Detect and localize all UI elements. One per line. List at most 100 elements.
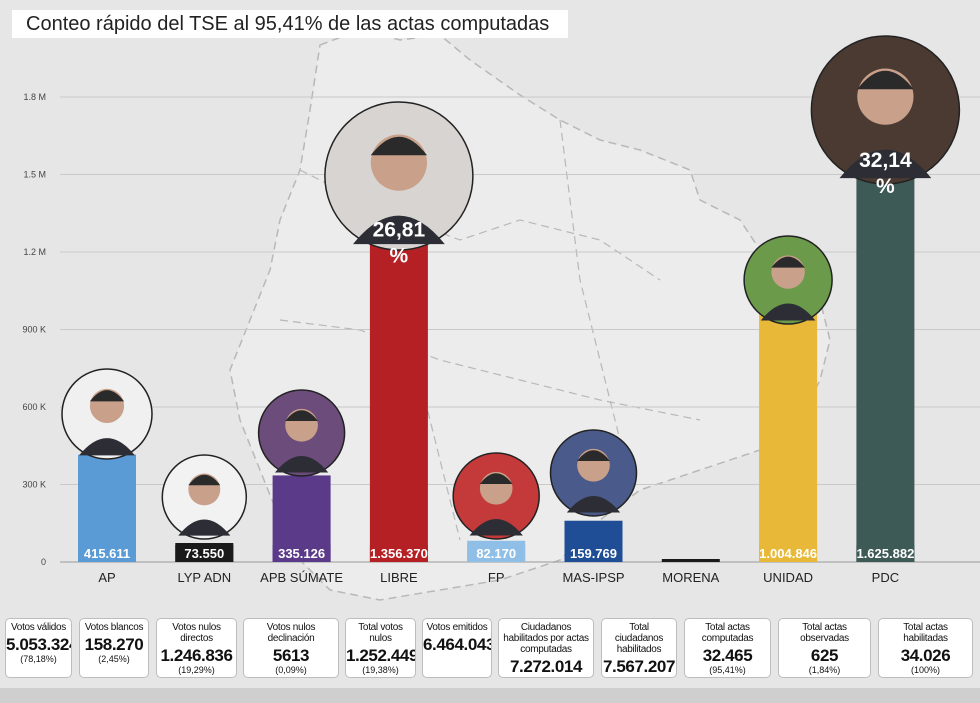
stat-label: Votos blancos — [84, 622, 144, 633]
stat-label: Total ciudadanos habilitados — [614, 622, 664, 655]
stat-percent: (100%) — [910, 665, 940, 675]
candidate-photo — [549, 429, 638, 517]
value-label: 82.170 — [476, 546, 516, 561]
stat-value: 7.567.207 — [602, 657, 676, 676]
photo-hair — [188, 474, 221, 486]
category-label: MORENA — [662, 570, 719, 585]
photo-hair — [857, 70, 914, 90]
photo-hair — [285, 410, 318, 421]
stat-percent: (1,84%) — [808, 665, 841, 675]
y-axis-ticks: 0 300 K 600 K 900 K 1.2 M 1.5 M 1.8 M — [22, 92, 46, 567]
stat-label: Votos nulos directos — [172, 622, 221, 644]
stat-label: Votos emitidos — [426, 622, 488, 633]
stat-label: Ciudadanos habilitados por actas computa… — [503, 622, 589, 655]
photo-hair — [577, 450, 610, 461]
percent-label: 32,14 — [859, 149, 912, 172]
value-label-bg — [175, 545, 234, 562]
bar — [78, 454, 136, 562]
value-label-bg — [467, 545, 526, 562]
photo-hair — [771, 256, 805, 268]
stat-percent: (2,45%) — [98, 654, 130, 664]
y-tick-label: 1.5 M — [23, 170, 46, 180]
stat-value: 158.270 — [84, 635, 144, 654]
photo-hair — [370, 136, 428, 156]
candidate-photo — [743, 235, 833, 325]
value-label: 73.550 — [184, 546, 224, 561]
candidate-photo — [61, 368, 153, 460]
stat-value: 625 — [810, 646, 839, 665]
value-label-bg — [272, 545, 331, 562]
stat-card: Votos emitidos 6.464.043 — [422, 618, 492, 678]
percent-sign: % — [390, 245, 409, 268]
stat-label: Total votos nulos — [358, 622, 403, 644]
stat-card: Total ciudadanos habilitados 7.567.207 — [601, 618, 677, 678]
value-label: 415.611 — [84, 546, 130, 561]
candidate-photos — [61, 35, 961, 540]
bar — [661, 559, 720, 562]
value-label: 1.625.882 — [856, 546, 914, 561]
category-label: APB SÚMATE — [260, 570, 343, 585]
stat-card: Votos nulos declinación 5613 (0,09%) — [243, 618, 339, 678]
percent-sign: % — [876, 175, 895, 198]
candidate-photo — [324, 101, 474, 251]
value-label: 1.356.370 — [370, 546, 428, 561]
photo-shoulders — [353, 215, 445, 245]
stat-value: 34.026 — [900, 646, 951, 665]
stat-value: 5.053.324 — [6, 635, 72, 654]
bar-chart: 0 300 K 600 K 900 K 1.2 M 1.5 M 1.8 M 415.611 A… — [22, 29, 980, 601]
candidate-photo — [161, 454, 248, 540]
stat-value: 1.246.836 — [160, 646, 233, 665]
category-label: PDC — [872, 570, 899, 585]
value-label-bg — [759, 545, 818, 562]
bar — [856, 141, 915, 563]
y-tick-label: 900 K — [22, 325, 46, 335]
stat-value: 1.252.449 — [346, 646, 416, 665]
y-tick-label: 0 — [41, 557, 46, 567]
stat-card: Ciudadanos habilitados por actas computa… — [498, 618, 594, 678]
stat-value: 6.464.043 — [423, 635, 492, 654]
stat-value: 5613 — [272, 646, 310, 665]
photo-shoulders — [469, 519, 523, 536]
photo-shoulders — [178, 519, 231, 536]
bar — [759, 302, 818, 562]
category-label: LIBRE — [380, 570, 418, 585]
value-label-bg — [369, 545, 428, 562]
stat-card: Total actas habilitadas 34.026 (100%) — [878, 618, 973, 678]
value-label-bg — [856, 545, 915, 562]
value-label-bg — [78, 545, 136, 562]
bar — [369, 211, 428, 562]
bar-labels: 415.611 AP 73.550 LYP ADN 335.126 APB SÚMATE 1… — [78, 149, 915, 585]
photo-hair — [479, 473, 513, 484]
stats-panel: Votos válidos 5.053.324 (78,18%) Votos blan… — [0, 606, 980, 703]
stat-card: Votos nulos directos 1.246.836 (19,29%) — [156, 618, 237, 678]
bottom-strip — [0, 688, 980, 703]
y-tick-label: 1.2 M — [23, 247, 46, 257]
value-label: 1.004.846 — [759, 546, 817, 561]
photo-hair — [89, 390, 125, 402]
y-tick-label: 600 K — [22, 402, 46, 412]
photo-shoulders — [274, 456, 329, 473]
candidate-photo — [452, 452, 540, 540]
photo-shoulders — [760, 303, 816, 321]
photo-shoulders — [79, 438, 135, 456]
value-label: 335.126 — [278, 546, 325, 561]
stat-percent: (95,41%) — [709, 665, 746, 675]
stat-card: Total actas computadas 32.465 (95,41%) — [684, 618, 771, 678]
candidate-photo — [257, 389, 346, 477]
chart-title: Conteo rápido del TSE al 95,41% de las a… — [12, 10, 568, 38]
stat-card: Votos válidos 5.053.324 (78,18%) — [5, 618, 72, 678]
category-label: FP — [488, 570, 505, 585]
stat-card: Votos blancos 158.270 (2,45%) — [79, 618, 149, 678]
stat-label: Votos nulos declinación — [266, 622, 316, 644]
percent-label: 26,81 — [373, 219, 426, 242]
stat-label: Total actas habilitadas — [903, 622, 948, 644]
y-tick-label: 300 K — [22, 480, 46, 490]
candidate-photo — [810, 35, 961, 185]
stat-percent: (19,29%) — [178, 665, 215, 675]
stat-percent: (19,38%) — [362, 665, 399, 675]
photo-shoulders — [566, 496, 621, 513]
photo-shoulders — [839, 149, 932, 179]
category-label: UNIDAD — [763, 570, 813, 585]
stat-value: 32.465 — [702, 646, 753, 665]
category-label: MAS-IPSP — [562, 570, 624, 585]
